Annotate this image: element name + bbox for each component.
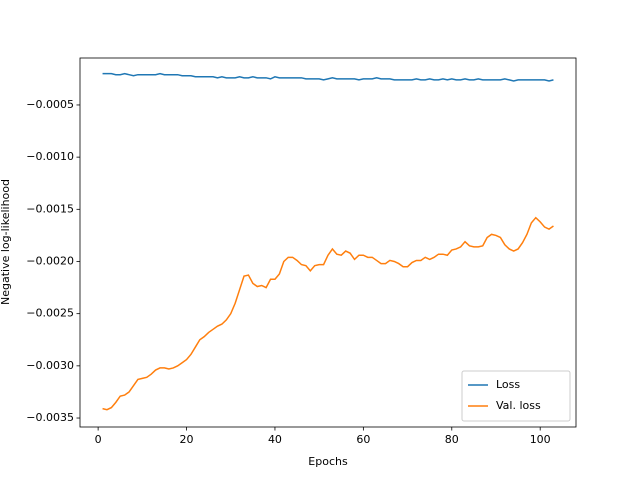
y-tick-label: −0.0020	[26, 254, 74, 267]
y-tick-label: −0.0010	[26, 150, 74, 163]
line-series	[102, 216, 554, 411]
y-tick-label: −0.0015	[26, 202, 74, 215]
x-tick-label: 100	[530, 433, 551, 446]
x-tick-label: 0	[95, 433, 102, 446]
y-axis-label: Negative log-likelihood	[0, 179, 12, 305]
x-axis-label: Epochs	[308, 455, 348, 468]
y-tick-label: −0.0030	[26, 359, 74, 372]
y-tick-label: −0.0035	[26, 411, 74, 424]
plot-frame	[79, 57, 577, 428]
y-tick-label: −0.0025	[26, 307, 74, 320]
x-tick-label: 40	[268, 433, 282, 446]
legend-box	[461, 370, 571, 422]
x-tick-label: 20	[180, 433, 194, 446]
x-tick-label: 60	[356, 433, 370, 446]
line-series	[102, 72, 554, 82]
y-tick-label: −0.0005	[26, 98, 74, 111]
legend-label: Val. loss	[496, 399, 541, 412]
legend-label: Loss	[496, 378, 520, 391]
x-tick-label: 80	[445, 433, 459, 446]
